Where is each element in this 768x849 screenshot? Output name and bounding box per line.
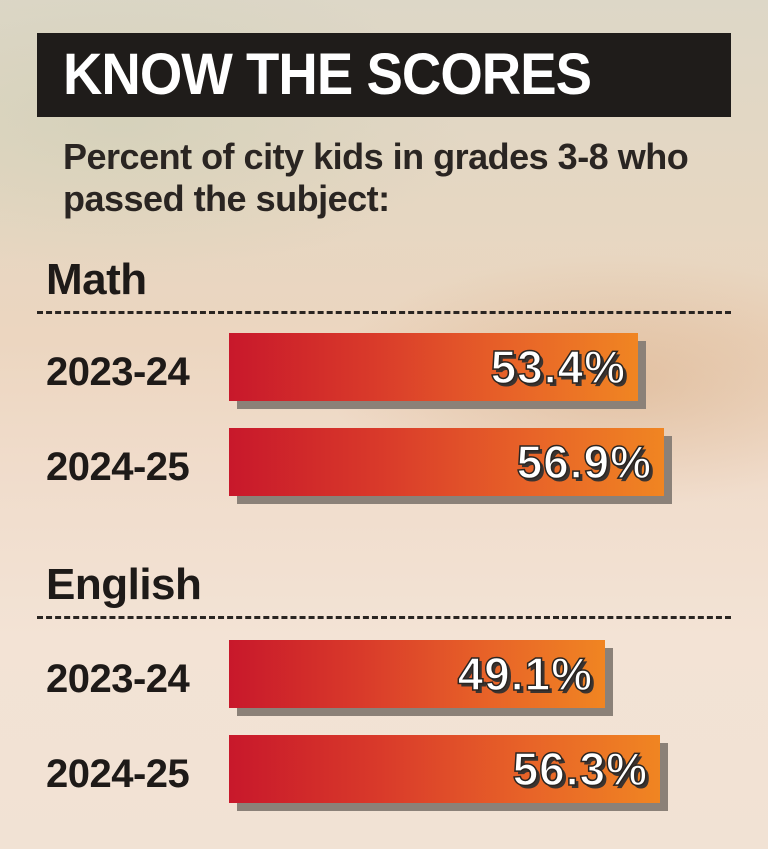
bar-value-label: 53.4% [490,341,626,393]
row-label: 2023-24 [46,657,190,701]
bar-fill: 56.3% [229,735,660,803]
bar-fill: 53.4% [229,333,638,401]
title-bar: KNOW THE SCORES [37,33,731,117]
bar-fill: 49.1% [229,640,605,708]
bar: 49.1% [229,640,613,716]
bar-value-label: 49.1% [457,648,593,700]
bar-value-label: 56.3% [512,743,648,795]
chart-title: KNOW THE SCORES [63,42,592,107]
row-label: 2024-25 [46,445,190,489]
section-divider [37,311,731,314]
section-label-english: English [46,560,202,609]
bar-fill: 56.9% [229,428,664,496]
bar: 56.9% [229,428,672,504]
section-label-math: Math [46,255,147,304]
bar-value-label: 56.9% [516,436,652,488]
bar: 56.3% [229,735,668,811]
row-label: 2024-25 [46,752,190,796]
row-label: 2023-24 [46,350,190,394]
chart-subtitle: Percent of city kids in grades 3-8 who p… [63,136,689,219]
section-divider [37,616,731,619]
bar: 53.4% [229,333,646,409]
